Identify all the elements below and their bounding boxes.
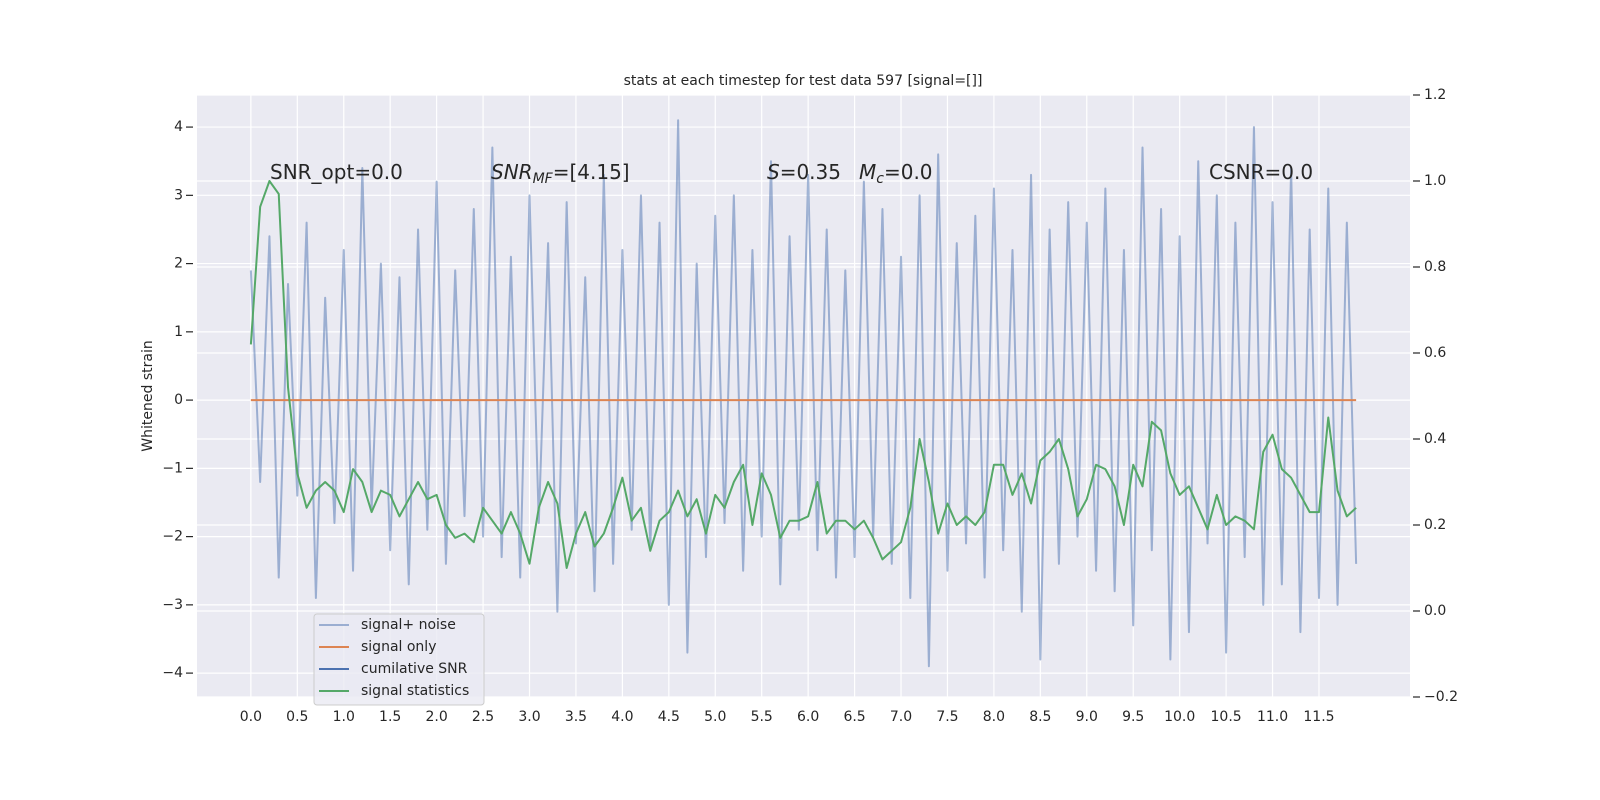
y-tick-label: 1 bbox=[174, 324, 183, 340]
marks bbox=[249, 119, 1358, 668]
y-tick-label: 2 bbox=[174, 256, 183, 272]
series-line bbox=[249, 119, 1358, 668]
x-tick-label: 10.0 bbox=[1164, 709, 1195, 725]
annotation: SNR_opt=0.0 bbox=[270, 160, 403, 184]
x-tick-label: 8.5 bbox=[1029, 709, 1051, 725]
annotation-symbol: M bbox=[859, 160, 876, 184]
y2-tick-label: 0.6 bbox=[1424, 345, 1446, 361]
x-tick-label: 2.5 bbox=[472, 709, 494, 725]
y-tick-label: −4 bbox=[162, 665, 183, 681]
annotation: SNRMF=[4.15] bbox=[491, 160, 630, 188]
x-tick-label: 9.5 bbox=[1122, 709, 1144, 725]
x-tick-label: 1.0 bbox=[333, 709, 355, 725]
legend-label: signal+ noise bbox=[361, 617, 456, 633]
annotation: CSNR=0.0 bbox=[1209, 160, 1313, 184]
legend-label: signal statistics bbox=[361, 683, 469, 699]
x-tick-label: 1.5 bbox=[379, 709, 401, 725]
annotation: S=0.35 bbox=[767, 160, 841, 184]
x-tick-label: 7.0 bbox=[890, 709, 912, 725]
y2-tick-label: 0.0 bbox=[1424, 603, 1446, 619]
annotation-text: =0.35 bbox=[780, 160, 841, 184]
x-tick-label: 4.5 bbox=[658, 709, 680, 725]
y-axis-label: Whitened strain bbox=[140, 340, 156, 451]
annotation-symbol: S bbox=[767, 160, 780, 184]
y2-tick-label: 1.0 bbox=[1424, 173, 1446, 189]
x-tick-label: 11.5 bbox=[1303, 709, 1334, 725]
annotation-text: CSNR=0.0 bbox=[1209, 160, 1313, 184]
y-tick-label: 4 bbox=[174, 119, 183, 135]
x-tick-label: 5.5 bbox=[751, 709, 773, 725]
x-tick-label: 3.5 bbox=[565, 709, 587, 725]
legend-label: signal only bbox=[361, 639, 436, 655]
x-tick-label: 10.5 bbox=[1211, 709, 1242, 725]
x-tick-label: 5.0 bbox=[704, 709, 726, 725]
x-tick-label: 7.5 bbox=[936, 709, 958, 725]
y-tick-label: −3 bbox=[162, 597, 183, 613]
annotation-symbol: SNR bbox=[491, 160, 533, 184]
labels: 0.0 0.5 1.0 1.5 2.0 2.5 3.0 3.5 4.0 4.5 5.0 5.5 6.0 6… bbox=[162, 87, 1458, 725]
series-line bbox=[249, 180, 1357, 569]
y-tick-label: −2 bbox=[162, 529, 183, 545]
legend-box bbox=[313, 613, 485, 706]
annotation-text: SNR_opt=0.0 bbox=[270, 160, 403, 184]
y-tick-label: 0 bbox=[174, 392, 183, 408]
annotation-subscript: c bbox=[876, 171, 884, 187]
annotation-subscript: MF bbox=[533, 171, 554, 187]
y2-tick-label: 0.4 bbox=[1424, 431, 1446, 447]
y-tick-label: 3 bbox=[174, 187, 183, 203]
y2-tick-label: 1.2 bbox=[1424, 87, 1446, 103]
annotation-text: =[4.15] bbox=[553, 160, 630, 184]
x-tick-label: 6.0 bbox=[797, 709, 819, 725]
y-tick-label: −1 bbox=[162, 460, 183, 476]
x-tick-label: 0.0 bbox=[240, 709, 262, 725]
legend-label: cumilative SNR bbox=[361, 661, 468, 677]
y2-tick-label: 0.2 bbox=[1424, 517, 1446, 533]
x-tick-label: 11.0 bbox=[1257, 709, 1288, 725]
x-tick-label: 3.0 bbox=[518, 709, 540, 725]
x-tick-label: 9.0 bbox=[1076, 709, 1098, 725]
x-tick-label: 8.0 bbox=[983, 709, 1005, 725]
annotation: Mc=0.0 bbox=[859, 160, 933, 188]
x-tick-label: 6.5 bbox=[843, 709, 865, 725]
x-tick-label: 4.0 bbox=[611, 709, 633, 725]
y2-tick-label: −0.2 bbox=[1424, 689, 1458, 705]
chart-title: stats at each timestep for test data 597… bbox=[624, 73, 983, 89]
x-tick-label: 0.5 bbox=[286, 709, 308, 725]
y2-tick-label: 0.8 bbox=[1424, 259, 1446, 275]
x-tick-label: 2.0 bbox=[425, 709, 447, 725]
annotation-text: =0.0 bbox=[884, 160, 933, 184]
